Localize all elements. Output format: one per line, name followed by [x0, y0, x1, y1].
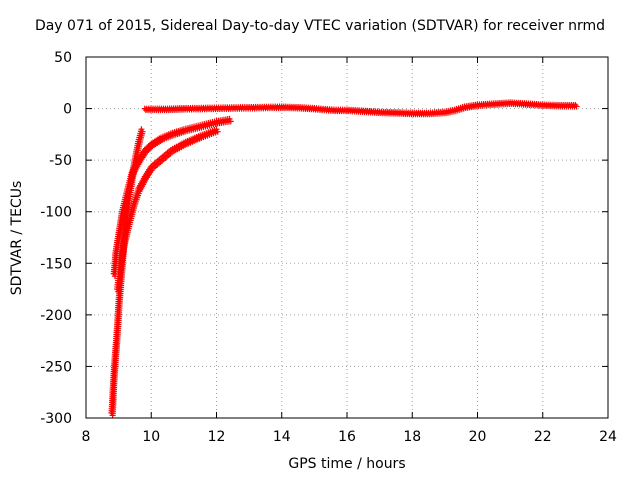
x-tick-label: 12	[208, 429, 226, 445]
series-baseline	[141, 99, 580, 118]
y-axis-label: SDTVAR / TECUs	[9, 180, 25, 296]
x-tick-label: 22	[534, 429, 552, 445]
y-tick-label: -250	[40, 359, 72, 375]
x-tick-label: 20	[469, 429, 487, 445]
x-tick-label: 14	[273, 429, 291, 445]
x-tick-label: 24	[599, 429, 617, 445]
y-tick-label: -150	[40, 256, 72, 272]
data-markers	[108, 99, 580, 419]
x-tick-label: 16	[338, 429, 356, 445]
y-tick-label: 0	[63, 102, 72, 118]
series-upper-arc	[110, 115, 234, 280]
plot-frame	[85, 56, 609, 419]
data-point	[227, 118, 234, 125]
y-tick-label: -50	[49, 153, 72, 169]
x-tick-label: 18	[403, 429, 421, 445]
chart-title: Day 071 of 2015, Sidereal Day-to-day VTE…	[34, 18, 606, 34]
y-tick-label: -100	[40, 205, 72, 221]
data-point	[214, 128, 221, 135]
y-tick-label: 50	[54, 50, 72, 66]
data-point	[573, 103, 580, 110]
y-tick-label: -300	[40, 411, 72, 427]
x-tick-label: 8	[82, 429, 91, 445]
y-tick-label: -200	[40, 308, 72, 324]
data-point	[139, 128, 146, 135]
x-tick-label: 10	[142, 429, 160, 445]
series-lower-arc	[113, 126, 221, 295]
x-axis-label: GPS time / hours	[288, 456, 406, 472]
tick-labels: 8 10 12 14 16 18 20 22 24 50 0 -50 -100 -150 -200 -250 -…	[40, 50, 617, 445]
